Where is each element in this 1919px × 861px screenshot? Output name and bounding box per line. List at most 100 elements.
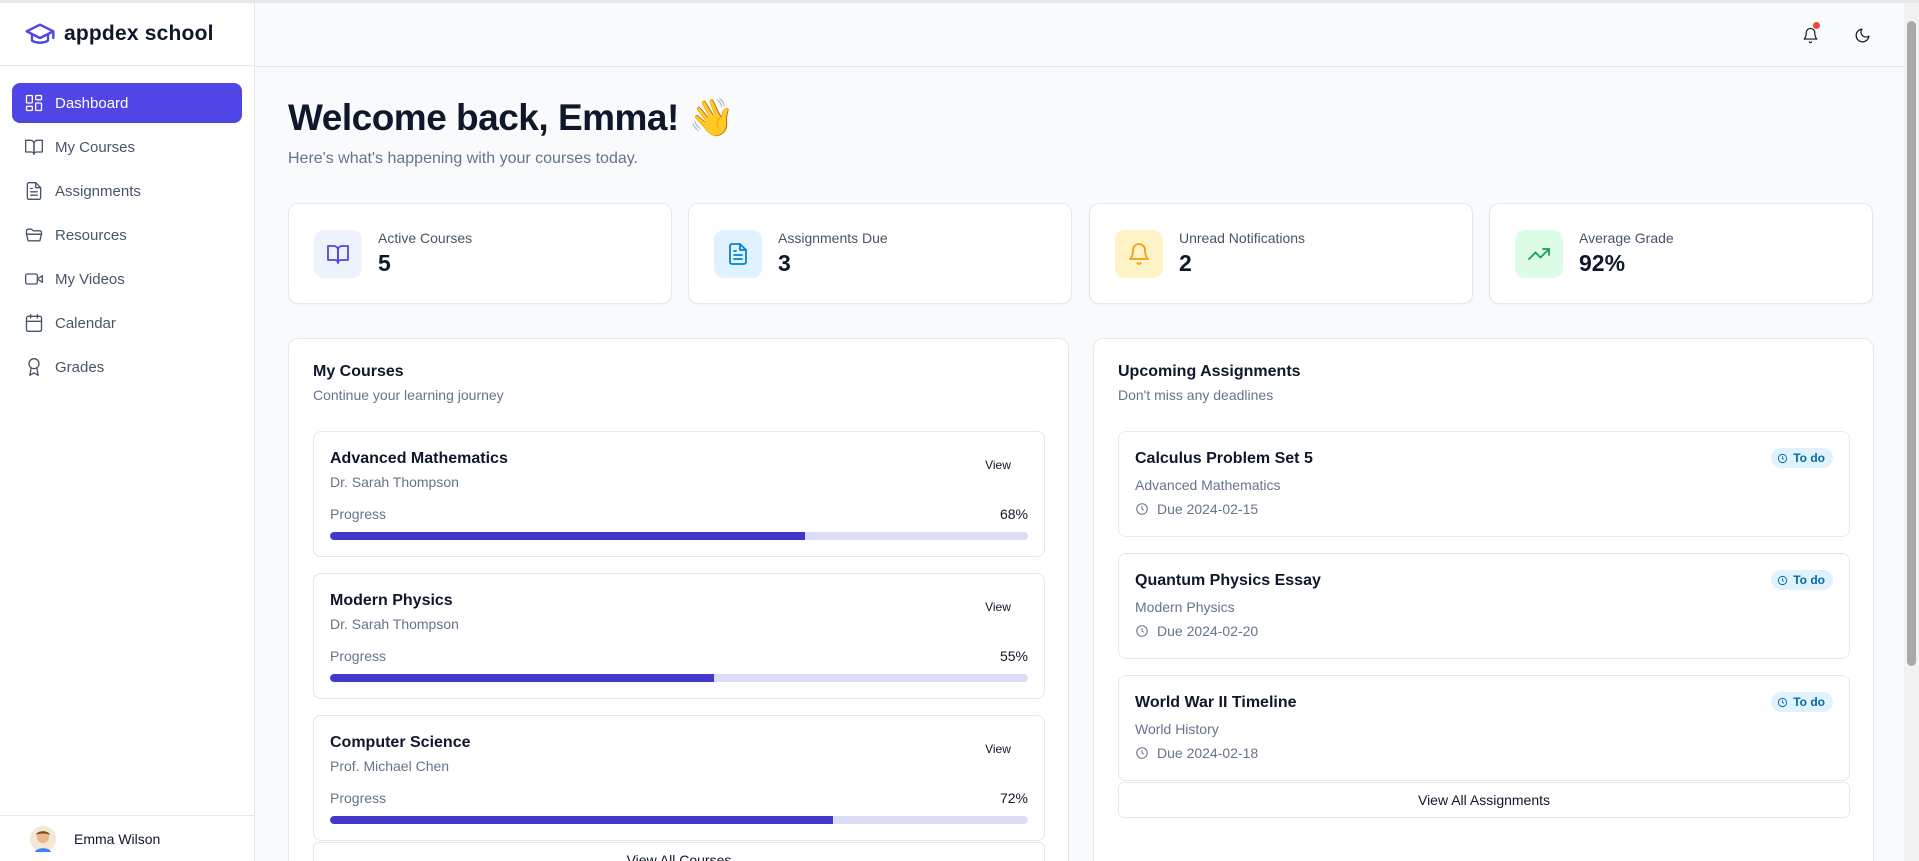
trending-up-icon	[1515, 229, 1563, 278]
sidebar-item-label: Calendar	[55, 314, 116, 332]
top-header	[255, 3, 1904, 67]
course-name: Computer Science	[330, 734, 471, 751]
sidebar-item-grades[interactable]: Grades	[12, 347, 242, 387]
sidebar-item-label: Dashboard	[55, 94, 129, 112]
notifications-button[interactable]	[1796, 21, 1824, 49]
panel-title: My Courses	[313, 363, 404, 380]
assignment-due: Due 2024-02-15	[1135, 501, 1258, 517]
app-name: appdex school	[64, 22, 214, 45]
dashboard-icon	[24, 93, 44, 113]
sidebar-item-my-courses[interactable]: My Courses	[12, 127, 242, 167]
view-course-button[interactable]: View	[985, 458, 1011, 472]
avatar	[30, 825, 56, 852]
progress-fill	[330, 674, 714, 682]
course-name: Advanced Mathematics	[330, 450, 508, 467]
stat-label: Active Courses	[378, 230, 473, 246]
assignment-due: Due 2024-02-18	[1135, 745, 1258, 761]
file-text-icon	[24, 181, 44, 201]
progress-percent: 68%	[999, 506, 1028, 522]
progress-fill	[330, 816, 833, 824]
assignment-course: Modern Physics	[1135, 599, 1235, 615]
due-date: Due 2024-02-20	[1157, 623, 1259, 639]
clock-icon	[1777, 575, 1793, 586]
bell-icon	[1802, 27, 1819, 44]
my-courses-panel: My Courses Continue your learning journe…	[288, 338, 1069, 861]
folder-icon	[24, 225, 44, 245]
assignment-title: World War II Timeline	[1135, 694, 1297, 711]
upcoming-assignments-panel: Upcoming Assignments Don't miss any dead…	[1093, 338, 1874, 861]
sidebar-item-label: Grades	[55, 358, 105, 376]
award-icon	[24, 357, 44, 377]
progress-bar	[330, 816, 1028, 824]
brand[interactable]: appdex school	[0, 3, 254, 66]
page-title: Welcome back, Emma! 👋	[288, 97, 735, 138]
assignment-card[interactable]: World War II Timeline World History Due …	[1118, 675, 1850, 781]
status-badge: To do	[1771, 692, 1833, 712]
assignment-card[interactable]: Calculus Problem Set 5 Advanced Mathemat…	[1118, 431, 1850, 537]
sidebar-item-resources[interactable]: Resources	[12, 215, 242, 255]
sidebar-item-dashboard[interactable]: Dashboard	[12, 83, 242, 123]
assignment-due: Due 2024-02-20	[1135, 623, 1258, 639]
calendar-icon	[24, 313, 44, 333]
course-teacher: Prof. Michael Chen	[330, 758, 450, 774]
assignment-card[interactable]: Quantum Physics Essay Modern Physics Due…	[1118, 553, 1850, 659]
notification-dot	[1813, 22, 1820, 29]
stat-label: Average Grade	[1579, 230, 1674, 246]
due-date: Due 2024-02-15	[1157, 501, 1259, 517]
sidebar-item-label: Assignments	[55, 182, 141, 200]
status-text: To do	[1793, 451, 1825, 465]
sidebar-item-label: Resources	[55, 226, 127, 244]
progress-bar	[330, 674, 1028, 682]
view-course-button[interactable]: View	[985, 742, 1011, 756]
clock-icon	[1135, 746, 1157, 760]
progress-fill	[330, 532, 805, 540]
course-card[interactable]: Advanced Mathematics Dr. Sarah Thompson …	[313, 431, 1045, 557]
theme-toggle-button[interactable]	[1848, 21, 1876, 49]
view-all-courses-button[interactable]: View All Courses	[313, 842, 1045, 861]
sidebar-nav: Dashboard My Courses Assignments Resourc…	[0, 66, 254, 408]
stat-label: Unread Notifications	[1179, 230, 1306, 246]
video-icon	[24, 269, 44, 289]
status-text: To do	[1793, 573, 1825, 587]
scrollbar-thumb[interactable]	[1907, 21, 1916, 666]
assignment-title: Calculus Problem Set 5	[1135, 450, 1313, 467]
course-card[interactable]: Computer Science Prof. Michael Chen View…	[313, 715, 1045, 841]
moon-icon	[1854, 27, 1871, 44]
stat-label: Assignments Due	[778, 230, 888, 246]
course-card[interactable]: Modern Physics Dr. Sarah Thompson View P…	[313, 573, 1045, 699]
course-teacher: Dr. Sarah Thompson	[330, 616, 459, 632]
due-date: Due 2024-02-18	[1157, 745, 1259, 761]
status-badge: To do	[1771, 448, 1833, 468]
view-all-assignments-button[interactable]: View All Assignments	[1118, 782, 1850, 818]
graduation-cap-icon	[24, 18, 56, 50]
assignment-title: Quantum Physics Essay	[1135, 572, 1321, 589]
status-badge: To do	[1771, 570, 1833, 590]
book-icon	[24, 137, 44, 157]
progress-percent: 55%	[999, 648, 1028, 664]
assignment-course: World History	[1135, 721, 1219, 737]
clock-icon	[1777, 697, 1793, 708]
stat-value: 3	[778, 250, 791, 276]
sidebar-item-label: My Videos	[55, 270, 125, 288]
file-text-icon	[714, 229, 762, 278]
user-profile[interactable]: Emma Wilson	[0, 815, 254, 861]
stat-value: 2	[1179, 250, 1192, 276]
progress-label: Progress	[330, 790, 387, 806]
sidebar-item-my-videos[interactable]: My Videos	[12, 259, 242, 299]
course-name: Modern Physics	[330, 592, 453, 609]
panel-subtitle: Don't miss any deadlines	[1118, 387, 1274, 403]
page-subtitle: Here's what's happening with your course…	[288, 150, 638, 167]
sidebar-item-assignments[interactable]: Assignments	[12, 171, 242, 211]
assignment-course: Advanced Mathematics	[1135, 477, 1281, 493]
bell-icon	[1115, 229, 1163, 278]
progress-percent: 72%	[999, 790, 1028, 806]
view-course-button[interactable]: View	[985, 600, 1011, 614]
stat-value: 5	[378, 250, 391, 276]
user-name: Emma Wilson	[74, 830, 161, 847]
sidebar-item-calendar[interactable]: Calendar	[12, 303, 242, 343]
stat-card-active-courses: Active Courses 5	[288, 203, 672, 304]
page-scrollbar[interactable]	[1904, 3, 1919, 861]
clock-icon	[1135, 502, 1157, 516]
sidebar: appdex school Dashboard My Courses Assig…	[0, 3, 255, 861]
status-text: To do	[1793, 695, 1825, 709]
